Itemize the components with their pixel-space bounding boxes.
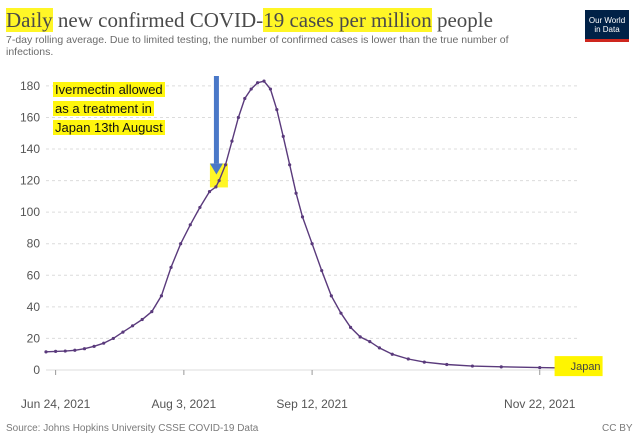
grid-lines xyxy=(46,85,580,371)
data-point[interactable] xyxy=(499,365,503,369)
series-label-japan[interactable]: Japan xyxy=(571,361,601,373)
data-point[interactable] xyxy=(288,163,292,167)
data-point[interactable] xyxy=(214,185,218,189)
owid-logo[interactable]: Our World in Data xyxy=(585,10,629,42)
data-point[interactable] xyxy=(130,324,135,328)
data-point[interactable] xyxy=(390,352,394,356)
data-point[interactable] xyxy=(249,87,253,91)
data-point[interactable] xyxy=(348,325,353,329)
x-tick-label: Aug 3, 2021 xyxy=(151,397,216,411)
y-tick-label: 20 xyxy=(27,331,41,345)
title-highlight-cases: 19 cases per million xyxy=(263,8,432,32)
y-tick-labels: 0 20 40 60 80 100 120 140 160 180 xyxy=(20,79,40,377)
x-tick-label: Sep 12, 2021 xyxy=(276,397,348,411)
chart-subtitle: 7-day rolling average. Due to limited te… xyxy=(6,34,509,58)
y-tick-label: 100 xyxy=(20,205,40,219)
data-point[interactable] xyxy=(470,364,475,368)
data-point[interactable] xyxy=(445,362,449,367)
data-point[interactable] xyxy=(310,242,314,246)
data-point[interactable] xyxy=(230,139,234,143)
data-point[interactable] xyxy=(294,191,298,195)
data-point[interactable] xyxy=(406,357,410,361)
data-point[interactable] xyxy=(329,294,333,298)
data-point[interactable] xyxy=(300,215,305,219)
y-tick-label: 80 xyxy=(27,237,41,251)
x-tick-labels: Jun 24, 2021 Aug 3, 2021 Sep 12, 2021 Nov 2… xyxy=(21,370,576,411)
data-point[interactable] xyxy=(368,339,372,344)
data-point[interactable] xyxy=(198,205,202,210)
data-point[interactable] xyxy=(54,349,58,353)
logo-line-1: Our World xyxy=(588,16,626,25)
y-tick-label: 0 xyxy=(33,363,40,377)
annotation-overlay xyxy=(209,76,228,188)
data-point[interactable] xyxy=(169,265,173,270)
data-point[interactable] xyxy=(339,311,343,315)
series-layer: Japan xyxy=(44,79,603,377)
chart-title: Daily new confirmed COVID-19 cases per m… xyxy=(6,8,493,33)
data-point[interactable] xyxy=(159,294,164,298)
data-point[interactable] xyxy=(111,336,115,341)
title-middle: new confirmed COVID- xyxy=(52,8,264,32)
data-point[interactable] xyxy=(358,335,362,339)
data-point[interactable] xyxy=(150,310,154,314)
annotation-arrow-shaft xyxy=(213,76,219,164)
data-point[interactable] xyxy=(44,350,48,354)
data-point[interactable] xyxy=(538,366,542,370)
x-tick-label: Nov 22, 2021 xyxy=(504,397,576,411)
data-point[interactable] xyxy=(217,178,221,183)
license-label[interactable]: CC BY xyxy=(602,423,633,434)
annotation-line-3: Japan 13th August xyxy=(53,120,165,135)
data-point[interactable] xyxy=(262,79,266,83)
data-point[interactable] xyxy=(73,348,77,352)
title-highlight-daily: Daily xyxy=(6,8,53,32)
data-point[interactable] xyxy=(422,360,426,364)
data-point[interactable] xyxy=(140,317,144,322)
y-tick-label: 140 xyxy=(20,142,40,156)
annotation-line-1: Ivermectin allowed xyxy=(53,82,165,97)
data-point[interactable] xyxy=(281,134,285,138)
y-tick-label: 180 xyxy=(20,79,40,93)
data-point[interactable] xyxy=(377,346,382,350)
data-point[interactable] xyxy=(268,87,273,91)
source-note[interactable]: Source: Johns Hopkins University CSSE CO… xyxy=(6,423,259,434)
data-point[interactable] xyxy=(320,268,324,273)
data-point[interactable] xyxy=(236,115,240,120)
ivermectin-annotation: Ivermectin allowed as a treatment in Jap… xyxy=(53,80,165,137)
data-point[interactable] xyxy=(63,349,67,353)
data-point[interactable] xyxy=(223,163,228,167)
data-point[interactable] xyxy=(179,242,183,246)
title-end: people xyxy=(431,8,493,32)
annotation-arrow-head xyxy=(209,163,223,175)
x-tick-label: Jun 24, 2021 xyxy=(21,397,91,411)
data-point[interactable] xyxy=(243,96,247,101)
data-point[interactable] xyxy=(188,223,192,227)
annotation-line-2: as a treatment in xyxy=(53,101,154,116)
logo-line-2: in Data xyxy=(594,25,620,34)
legend-highlight xyxy=(554,356,603,377)
y-tick-label: 60 xyxy=(27,268,41,282)
data-point[interactable] xyxy=(256,81,260,85)
data-point[interactable] xyxy=(275,107,279,112)
y-tick-label: 120 xyxy=(20,174,40,188)
data-point[interactable] xyxy=(121,330,125,334)
data-point[interactable] xyxy=(102,341,106,345)
y-tick-label: 160 xyxy=(20,110,40,124)
y-tick-label: 40 xyxy=(27,300,41,314)
data-point[interactable] xyxy=(82,347,87,351)
data-point[interactable] xyxy=(92,344,96,348)
data-point[interactable] xyxy=(207,190,212,194)
